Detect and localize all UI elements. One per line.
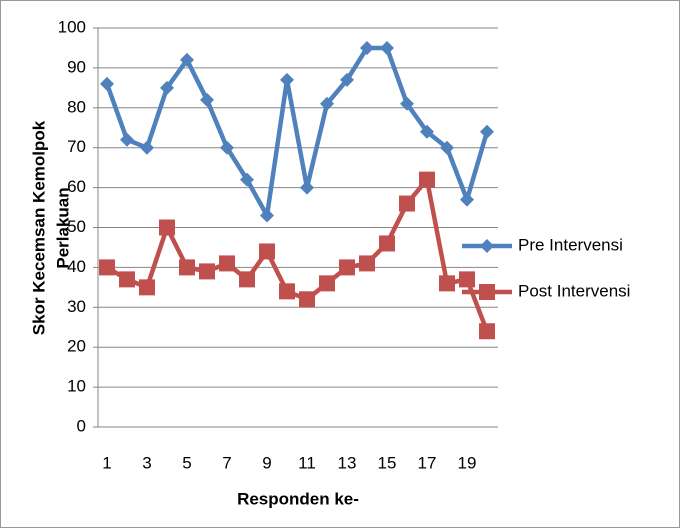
point-marker	[360, 40, 374, 55]
point-marker	[120, 132, 134, 147]
y-axis-title-line: Perlakuan	[53, 187, 72, 268]
y-tick-label: 30	[67, 297, 86, 316]
y-tick-label: 0	[77, 416, 86, 435]
point-marker	[240, 172, 254, 187]
x-tick-label: 11	[298, 453, 316, 472]
x-tick-label: 3	[142, 453, 151, 472]
legend-label: Pre Intervensi	[518, 235, 623, 254]
point-marker	[299, 291, 315, 308]
y-tick-label: 50	[67, 217, 86, 236]
x-tick-label: 15	[378, 453, 397, 472]
point-marker	[340, 72, 354, 87]
point-marker	[379, 235, 395, 252]
y-tick-label: 70	[67, 137, 86, 156]
y-tick-label: 40	[67, 257, 86, 276]
point-marker	[380, 40, 394, 55]
x-tick-label: 13	[338, 453, 357, 472]
point-marker	[219, 255, 235, 272]
x-tick-label: 5	[182, 453, 191, 472]
point-marker	[460, 192, 474, 207]
legend-marker	[480, 239, 494, 253]
y-tick-label: 60	[67, 177, 86, 196]
point-marker	[399, 195, 415, 212]
y-tick-label: 20	[67, 337, 86, 356]
point-marker	[140, 140, 154, 155]
point-marker	[420, 124, 434, 139]
point-marker	[339, 259, 355, 276]
point-marker	[359, 255, 375, 272]
point-marker	[139, 279, 155, 296]
point-marker	[179, 259, 195, 276]
point-marker	[200, 92, 214, 107]
y-axis-title: Skor Kecemsan Kemolpok Perlakuan	[29, 120, 72, 335]
point-marker	[239, 271, 255, 288]
x-tick-label: 17	[418, 453, 437, 472]
point-marker	[459, 271, 475, 288]
point-marker	[320, 96, 334, 111]
series-line	[104, 45, 490, 218]
point-marker	[199, 263, 215, 280]
x-tick-label: 7	[222, 453, 231, 472]
point-marker	[440, 140, 454, 155]
point-marker	[180, 52, 194, 67]
y-axis-title-line: Skor Kecemsan Kemolpok	[29, 120, 48, 335]
legend-label: Post Intervensi	[518, 281, 630, 300]
x-tick-label: 19	[458, 453, 477, 472]
point-marker	[100, 76, 114, 91]
x-axis-title: Responden ke-	[237, 489, 359, 508]
point-marker	[419, 171, 435, 188]
y-tick-label: 100	[58, 17, 86, 36]
x-tick-label: 1	[102, 453, 111, 472]
point-marker	[479, 323, 495, 340]
point-marker	[160, 80, 174, 95]
point-marker	[319, 275, 335, 292]
point-marker	[439, 275, 455, 292]
legend-marker	[479, 284, 495, 300]
point-marker	[400, 96, 414, 111]
y-tick-label: 80	[67, 97, 86, 116]
point-marker	[279, 283, 295, 300]
point-marker	[99, 259, 115, 276]
x-tick-label: 9	[262, 453, 271, 472]
y-tick-label: 10	[67, 377, 86, 396]
point-marker	[280, 72, 294, 87]
y-tick-label: 90	[67, 57, 86, 76]
point-marker	[119, 271, 135, 288]
point-marker	[300, 180, 314, 195]
point-marker	[480, 124, 494, 139]
point-marker	[159, 219, 175, 236]
point-marker	[220, 140, 234, 155]
point-marker	[260, 208, 274, 223]
point-marker	[259, 243, 275, 260]
